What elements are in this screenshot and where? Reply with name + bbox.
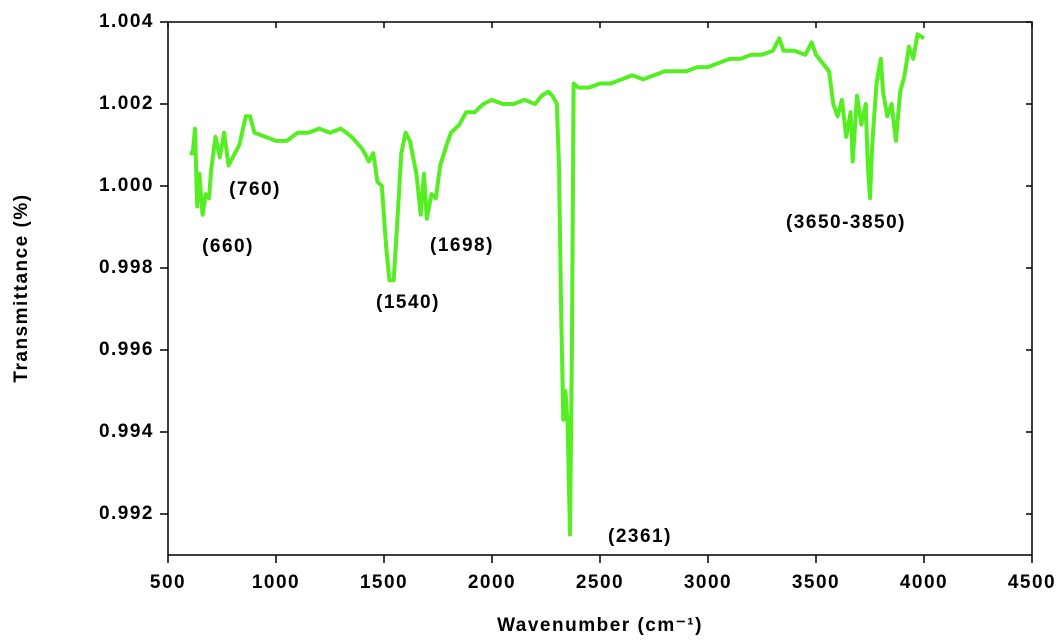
x-tick-label: 2500 [576, 572, 624, 593]
x-tick-label: 4500 [1008, 572, 1056, 593]
annotation: (1540) [376, 292, 440, 313]
y-tick-label: 0.994 [99, 421, 154, 442]
y-tick-label: 1.002 [99, 93, 154, 114]
annotation: (2361) [608, 526, 672, 547]
x-tick-label: 3500 [792, 572, 840, 593]
annotation: (3650-3850) [786, 212, 906, 233]
x-tick-label: 2000 [468, 572, 516, 593]
y-tick-label: 0.998 [99, 257, 154, 278]
x-tick-label: 3000 [684, 572, 732, 593]
annotation: (660) [202, 236, 254, 257]
x-axis-label: Wavenumber (cm⁻¹) [497, 615, 703, 636]
y-tick-label: 0.992 [99, 503, 154, 524]
x-tick-label: 4000 [900, 572, 948, 593]
annotation: (760) [229, 179, 281, 200]
x-tick-label: 1500 [360, 572, 408, 593]
y-tick-label: 0.996 [99, 339, 154, 360]
plot-frame [167, 21, 1033, 556]
y-axis-label: Transmittance (%) [11, 193, 32, 382]
y-tick-label: 1.000 [99, 175, 154, 196]
data-line [189, 32, 926, 537]
y-tick-label: 1.004 [99, 11, 154, 32]
x-tick-label: 1000 [252, 572, 300, 593]
x-tick-label: 500 [150, 572, 186, 593]
annotation: (1698) [430, 235, 494, 256]
